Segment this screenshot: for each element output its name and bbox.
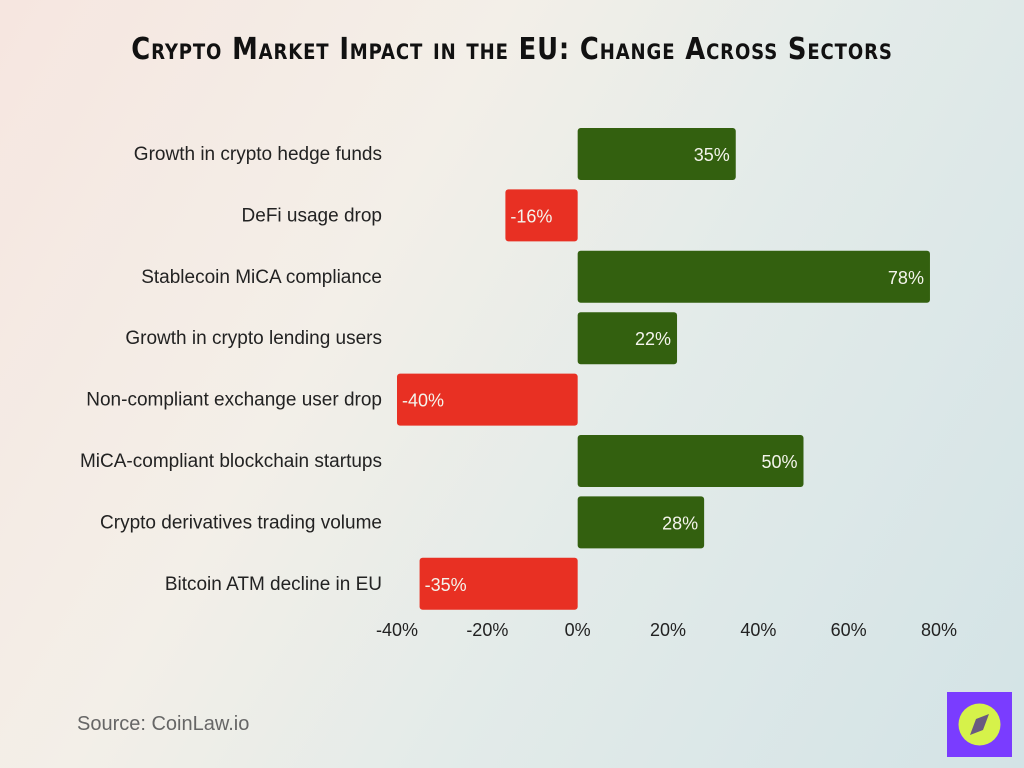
- bar: [577, 250, 930, 303]
- logo: [947, 692, 1012, 757]
- category-label: Growth in crypto hedge funds: [134, 144, 382, 165]
- bar: [505, 189, 578, 242]
- x-tick-label: 60%: [831, 620, 867, 640]
- data-label: 22%: [635, 329, 671, 349]
- source-note: Source: CoinLaw.io: [77, 713, 250, 735]
- category-label: MiCA-compliant blockchain startups: [80, 451, 382, 472]
- category-label: Non-compliant exchange user drop: [86, 390, 382, 411]
- bar: [397, 373, 578, 426]
- x-tick-label: -40%: [376, 620, 418, 640]
- data-label: 28%: [662, 513, 698, 533]
- data-label: -40%: [402, 391, 444, 411]
- chart-title: Crypto Market Impact in the EU: Change A…: [131, 32, 893, 67]
- bar: [577, 128, 736, 180]
- x-tick-label: 20%: [650, 620, 686, 640]
- data-label: -16%: [510, 206, 552, 226]
- data-label: 78%: [888, 268, 924, 288]
- data-label: 50%: [761, 452, 797, 472]
- x-tick-label: -20%: [466, 620, 508, 640]
- data-label: -35%: [425, 575, 467, 595]
- category-label: Growth in crypto lending users: [125, 328, 382, 349]
- category-label: Stablecoin MiCA compliance: [141, 267, 382, 288]
- bar: [577, 312, 678, 365]
- category-label: DeFi usage drop: [242, 205, 382, 226]
- category-label: Crypto derivatives trading volume: [100, 512, 382, 533]
- bar: [419, 557, 578, 610]
- x-tick-label: 40%: [740, 620, 776, 640]
- compass-icon: [958, 703, 1001, 746]
- data-label: 35%: [694, 145, 730, 165]
- bar: [577, 435, 804, 487]
- x-tick-label: 0%: [565, 620, 591, 640]
- category-label: Bitcoin ATM decline in EU: [165, 574, 382, 595]
- bar: [577, 496, 705, 549]
- x-tick-label: 80%: [921, 620, 957, 640]
